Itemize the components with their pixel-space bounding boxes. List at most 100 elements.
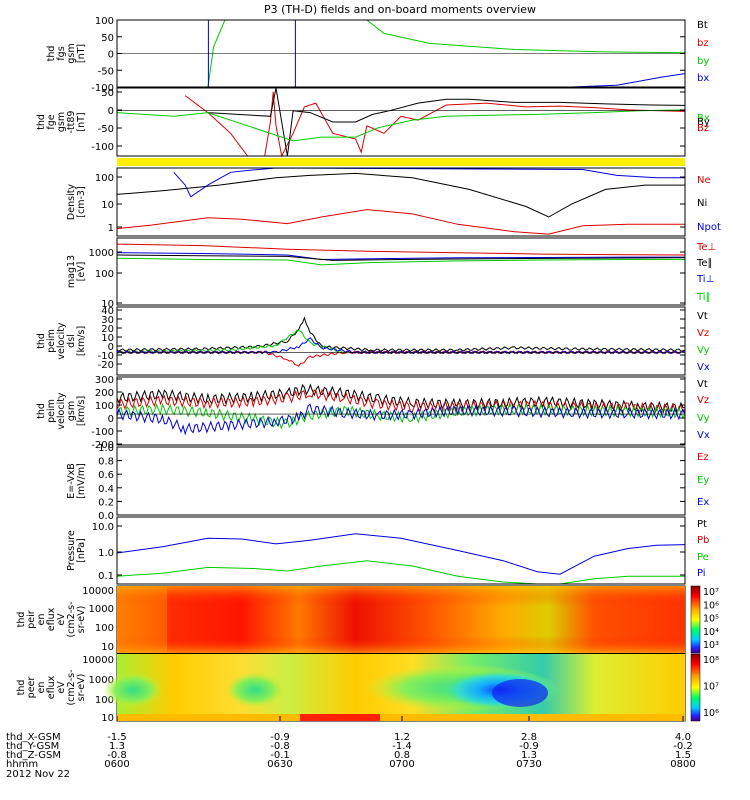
xaxis-value: 0.8	[394, 750, 410, 761]
ylabel-line: peer	[26, 677, 37, 699]
legend-Vz: Vz	[697, 328, 709, 339]
legend-Pi: Pi	[697, 568, 706, 579]
panel-frame	[116, 306, 686, 376]
ytick-label: 100	[95, 173, 114, 184]
legend-Pt: Pt	[697, 519, 707, 530]
xaxis-value: 0600	[104, 759, 129, 770]
ylabel-line: fgs	[56, 46, 67, 60]
ylabel-line: thd	[36, 114, 47, 130]
ylabel-line: E=-VxB	[66, 463, 77, 498]
ylabel-line: mag13	[66, 255, 77, 288]
legend-Ni: Ni	[697, 198, 707, 209]
ytick-label: 100	[95, 401, 114, 412]
ylabel-line: eflux	[46, 675, 57, 699]
ylabel-line: gsm	[66, 401, 77, 421]
series-pressure-Pe	[116, 560, 685, 585]
ytick-label: 10	[101, 200, 114, 211]
ytick-label: -50	[98, 124, 114, 135]
ytick-label: 1	[108, 223, 114, 234]
panel-fgs: 100 50 0 -50 -100 thd fgs gsm [nT] Bt bz by bx	[46, 16, 709, 94]
ylabel-line: velocity	[56, 392, 67, 430]
ytick-label: 20	[101, 324, 114, 335]
ytick-label: -100	[91, 427, 114, 438]
ytick-label: 0.1	[98, 571, 114, 582]
xaxis-value: -0.8	[107, 750, 127, 761]
ylabel-line: sr-eV)	[76, 674, 87, 702]
ytick-label: 100	[95, 16, 114, 27]
series-velocity_gsm-Vt	[116, 383, 686, 414]
ytick-label: 0.0	[98, 511, 114, 522]
ytick-label: 0	[108, 106, 114, 117]
ytick-label: 1.0	[98, 443, 114, 454]
ylabel-line: fge	[46, 114, 57, 129]
colorbar-tick: 10⁶	[703, 600, 719, 611]
panel-frame	[116, 516, 686, 585]
series-temperature-Te_par	[116, 254, 686, 261]
xaxis-row-label: thd_X-GSM	[6, 732, 61, 743]
series-density-Npot	[173, 167, 685, 198]
panel-frame	[116, 446, 686, 516]
series-fge-Bx	[116, 109, 686, 142]
ylabel-line: thd	[16, 680, 27, 696]
legend-Bz: Bz	[697, 123, 709, 134]
xaxis-value: -0.2	[673, 741, 693, 752]
xaxis-value: 0630	[267, 759, 292, 770]
panel-frame	[116, 167, 686, 237]
ion-spectrogram	[117, 586, 685, 653]
legend-Vy: Vy	[697, 413, 710, 424]
ylabel-line: velocity	[56, 322, 67, 360]
ylabel-line: [mV/m]	[76, 463, 87, 499]
series-velocity_gsm-Vz	[116, 388, 686, 416]
series-density-Ne	[116, 209, 685, 235]
panel-frame	[116, 376, 686, 446]
legend-Te⊥: Te⊥	[696, 242, 716, 253]
xaxis-value: -1.5	[107, 732, 127, 743]
series-pressure-Pi	[116, 533, 686, 575]
ytick-label: 0.6	[98, 470, 114, 481]
figure-title: P3 (TH-D) fields and on-board moments ov…	[264, 3, 536, 16]
ytick-label: 10000	[82, 655, 114, 666]
ytick-label: 200	[95, 388, 114, 399]
legend-Vy: Vy	[697, 345, 710, 356]
ytick-label: 100	[95, 695, 114, 706]
date-label: 2012 Nov 22	[6, 769, 70, 780]
series-temperature-Te_perp	[116, 243, 686, 256]
ylabel-line: (cm2-s-	[66, 601, 77, 637]
ytick-label: 100	[95, 623, 114, 634]
ytick-label: 10	[101, 713, 114, 724]
ytick-label: 50	[101, 33, 114, 44]
ylabel-line: Density	[66, 184, 77, 220]
xaxis-value: 1.5	[675, 750, 691, 761]
ylabel-line: Pressure	[66, 530, 77, 571]
xaxis-value: -0.9	[519, 741, 539, 752]
colorbar-tick: 10⁸	[703, 655, 719, 666]
xaxis-value: -0.8	[270, 741, 290, 752]
panel-density: 100 10 1 Density [cm-3] Ne Ni Npot	[66, 167, 721, 237]
ylabel-line: thd	[36, 403, 47, 419]
series-temperature-Ti_perp	[116, 252, 685, 261]
ylabel-line: thd	[36, 333, 47, 349]
xaxis-value: 1.3	[521, 750, 537, 761]
ytick-label: 0.2	[98, 497, 114, 508]
ytick-label: 0	[108, 414, 114, 425]
legend-bx: bx	[697, 73, 709, 84]
xaxis-value: 0700	[389, 759, 414, 770]
ylabel-line: peim	[46, 399, 57, 423]
ytick-label: -10	[98, 351, 114, 362]
panel-efield: 1.0 0.8 0.6 0.4 0.2 0.0 E=-VxB [mV/m] Ez Ey Ex	[66, 443, 709, 522]
panel-pressure: 10.0 1.0 0.1 Pressure [nPa] Pt Pb Pe Pi	[66, 516, 709, 585]
ylabel-line: sr-eV)	[76, 606, 87, 634]
legend-Ez: Ez	[697, 452, 709, 463]
legend-Pb: Pb	[697, 535, 709, 546]
colorbar-tick: 10⁵	[703, 614, 719, 625]
ylabel-line: -tt89	[66, 111, 77, 134]
series-fge-Bz	[184, 91, 686, 158]
ytick-label: 10.0	[92, 522, 114, 533]
ytick-label: 1.0	[98, 548, 114, 559]
colorbar-tick: 10³	[703, 640, 719, 651]
xaxis-value: -0.9	[270, 732, 290, 743]
ytick-label: 30	[101, 315, 114, 326]
